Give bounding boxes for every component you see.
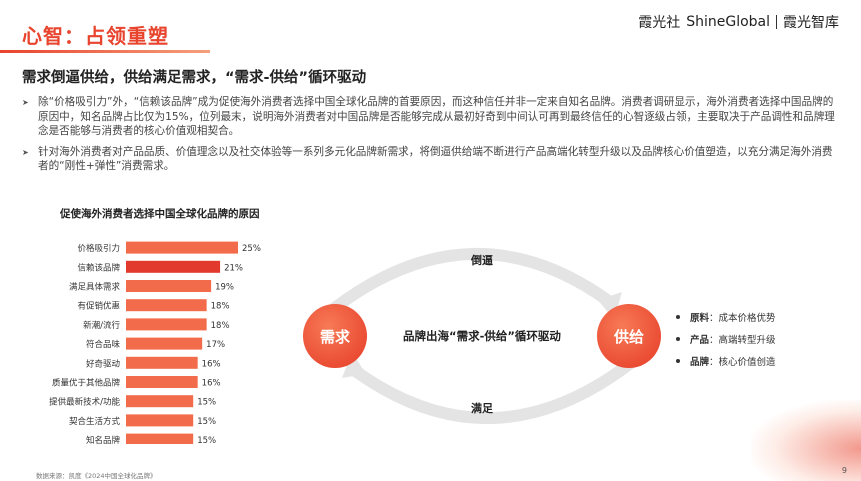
supply-item-product: 产品：高端转型升级 [676,328,776,350]
value-label: 15% [197,417,216,427]
bar [126,318,207,331]
page-title: 心智：占领重塑 [22,24,169,48]
arrow-bullet-icon: ➤ [22,147,29,157]
bottom-arc-label: 满足 [471,401,494,415]
bar [126,356,198,369]
bar [126,395,194,408]
bullet-item: ➤ 针对海外消费者对产品品质、价值理念以及社交体验等一系列多元化品牌新需求，将倒… [22,145,840,174]
bullet-text: 针对海外消费者对产品品质、价值理念以及社交体验等一系列多元化品牌新需求，将倒逼供… [38,145,833,173]
bullet-item: ➤ 除“价格吸引力”外，“信赖该品牌”成为促使海外消费者选择中国全球化品牌的首要… [22,95,840,139]
demand-node [303,304,367,368]
supply-item-value: ：核心价值创造 [709,357,776,368]
brand-name-cn: 霞光社 [638,15,681,31]
bottom-arc [348,356,638,425]
category-label: 新潮/流行 [83,320,120,331]
value-label: 18% [211,321,230,331]
supply-item-key: 品牌 [690,357,710,368]
bullet-list: ➤ 除“价格吸引力”外，“信赖该品牌”成为促使海外消费者选择中国全球化品牌的首要… [22,95,840,180]
arrow-bullet-icon: ➤ [22,98,29,107]
supply-item-value: ：高端转型升级 [709,335,776,346]
supply-item-material: 原料：成本价格优势 [676,306,776,328]
category-label: 价格吸引力 [77,243,120,254]
loop-center-text: 品牌出海“需求-供给”循环驱动 [403,329,561,343]
category-label: 有促销优惠 [77,301,120,312]
supply-item-key: 原料 [690,313,710,324]
bar-chart: 价格吸引力 25% 信赖该品牌 21% 满足具体需求 19% 有促销优惠 18% 新潮/流行 18… [49,241,261,444]
value-label: 18% [211,302,230,312]
bullet-dot-icon [676,315,680,319]
value-label: 15% [197,398,216,408]
supply-side-list: 原料：成本价格优势 产品：高端转型升级 品牌：核心价值创造 [676,306,776,372]
value-label: 17% [206,340,225,350]
bar [126,433,194,444]
decorative-corner-gradient [751,400,861,481]
bottom-arc-arrowhead [342,352,366,378]
category-label: 信赖该品牌 [77,262,120,273]
bar [126,414,194,427]
category-label: 质量优于其他品牌 [52,378,121,389]
category-label: 满足具体需求 [69,282,121,293]
category-label: 知名品牌 [86,435,121,444]
value-label: 19% [215,283,234,293]
bar [126,299,207,312]
supply-node-label: 供给 [613,328,644,346]
bar [126,280,212,292]
bar [126,337,203,350]
category-label: 好奇驱动 [86,358,121,369]
data-source: 数据来源：凯度《2024中国全球化品牌》 [36,472,157,480]
page-number: 9 [841,466,847,475]
value-label: 16% [202,379,221,389]
bullet-text: 除“价格吸引力”外，“信赖该品牌”成为促使海外消费者选择中国全球化品牌的首要原因… [38,96,835,137]
supply-item-value: ：成本价格优势 [709,313,776,324]
chart-title: 促使海外消费者选择中国全球化品牌的原因 [60,208,260,220]
section-heading: 需求倒逼供给，供给满足需求，“需求-供给”循环驱动 [22,70,367,86]
value-label: 15% [197,436,216,444]
supply-node [597,304,661,368]
bar [126,376,198,388]
category-label: 契合生活方式 [69,416,121,427]
bullet-dot-icon [676,359,680,363]
category-label: 提供最新技术/功能 [49,397,120,408]
bar [126,241,238,254]
value-label: 21% [224,263,243,273]
value-label: 16% [202,359,221,369]
brand-think-tank: 霞光智库 [783,15,839,31]
bar [126,260,221,273]
brand-separator [776,15,777,29]
title-underline [0,50,210,53]
brand-logo: 霞光社 ShineGlobal 霞光智库 [638,12,839,32]
top-arc-label: 倒逼 [470,253,493,267]
demand-node-label: 需求 [320,328,351,346]
bullet-dot-icon [676,337,680,341]
value-label: 25% [242,244,261,254]
demand-supply-loop-diagram: 需求 供给 品牌出海“需求-供给”循环驱动 倒逼 满足 [303,247,661,425]
supply-item-key: 产品 [690,335,710,346]
category-label: 符合品味 [86,339,121,350]
supply-item-brand: 品牌：核心价值创造 [676,350,776,372]
brand-name-en: ShineGlobal [686,14,770,30]
top-arc [326,247,616,316]
